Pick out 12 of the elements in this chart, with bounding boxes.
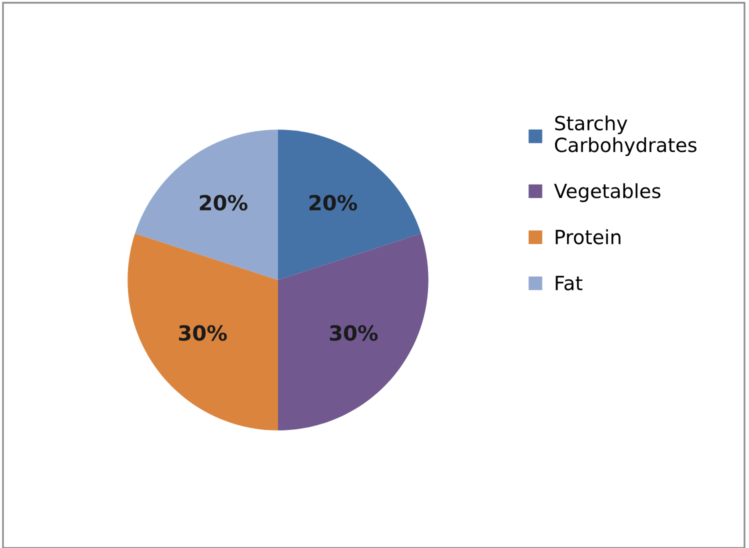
legend-label: Starchy Carbohydrates bbox=[554, 115, 696, 156]
pie-slice bbox=[278, 130, 422, 280]
pie-slice bbox=[278, 234, 428, 430]
data-label: 30% bbox=[179, 325, 227, 341]
data-label: 20% bbox=[200, 194, 248, 211]
pie-slice bbox=[128, 234, 278, 430]
legend-label: Fat bbox=[556, 276, 582, 290]
data-label: 20% bbox=[310, 194, 358, 211]
data-label: 30% bbox=[330, 325, 378, 341]
legend-label: Vegetables bbox=[554, 183, 660, 202]
pie-slice bbox=[134, 130, 278, 280]
legend-label: Protein bbox=[556, 229, 620, 244]
